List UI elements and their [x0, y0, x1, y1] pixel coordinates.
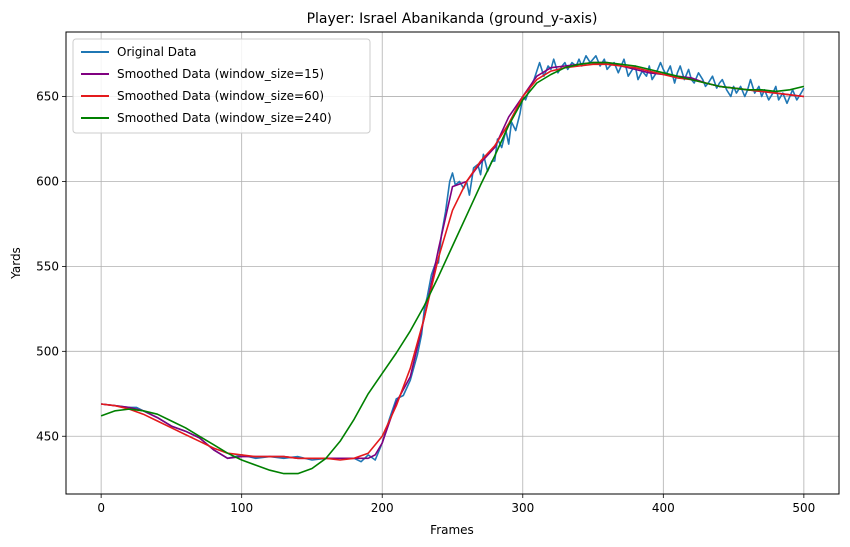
- grid: [66, 32, 839, 494]
- y-tick-label: 550: [36, 259, 59, 273]
- legend-label: Smoothed Data (window_size=15): [117, 67, 324, 81]
- x-tick-label: 400: [652, 501, 675, 515]
- plot-frame: [65, 31, 840, 495]
- x-tick-label: 100: [230, 501, 253, 515]
- y-axis-ticks: 450 500 550 600 650: [36, 90, 66, 443]
- y-tick-label: 600: [36, 174, 59, 188]
- x-tick-label: 500: [792, 501, 815, 515]
- legend-box: [72, 38, 371, 134]
- legend-label: Smoothed Data (window_size=240): [117, 111, 332, 125]
- x-tick-label: 300: [511, 501, 534, 515]
- chart-title: Player: Israel Abanikanda (ground_y-axis…: [307, 11, 598, 27]
- legend-label: Original Data: [117, 45, 196, 59]
- y-axis-label: Yards: [9, 247, 23, 280]
- series-line-4: [100, 61, 805, 475]
- series-line-2: [101, 61, 804, 460]
- x-tick-label: 200: [371, 501, 394, 515]
- x-axis-ticks: 0 100 200 300 400 500: [97, 494, 815, 515]
- y-tick-label: 450: [36, 429, 59, 443]
- x-axis-label: Frames: [430, 523, 474, 537]
- plot-lines: [100, 54, 805, 475]
- legend: Original Data Smoothed Data (window_size=…: [72, 38, 371, 134]
- legend-label: Smoothed Data (window_size=60): [117, 89, 324, 103]
- y-tick-label: 650: [36, 90, 59, 104]
- y-tick-label: 500: [36, 344, 59, 358]
- x-tick-label: 0: [97, 501, 105, 515]
